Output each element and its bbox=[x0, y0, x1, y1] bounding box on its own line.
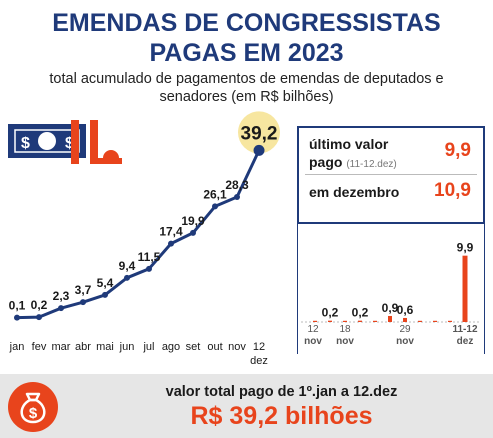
bar-tick-label: nov bbox=[336, 336, 354, 347]
banknote-icon: $ $ bbox=[8, 120, 122, 164]
bar-label: 0,2 bbox=[322, 306, 339, 320]
x-tick-label: out bbox=[207, 341, 222, 353]
page-title: EMENDAS DE CONGRESSISTAS bbox=[52, 9, 441, 37]
bar bbox=[403, 317, 407, 322]
data-point bbox=[36, 314, 42, 321]
congress-building-icon bbox=[71, 120, 79, 164]
bar-tick-label: nov bbox=[304, 336, 322, 347]
last-value-label-pago: pago bbox=[309, 154, 343, 170]
data-point bbox=[58, 305, 64, 312]
x-tick-label: abr bbox=[75, 341, 91, 353]
bar-tick-label: 11-12 bbox=[452, 324, 477, 335]
bar-label: 0,2 bbox=[352, 306, 369, 320]
data-point bbox=[14, 314, 20, 321]
bar bbox=[433, 320, 437, 322]
footer-caption: valor total pago de 1º.jan a 12.dez bbox=[165, 384, 398, 400]
x-tick-label: jun bbox=[119, 341, 135, 353]
last-value: 9,9 bbox=[444, 140, 471, 161]
data-point bbox=[190, 229, 196, 236]
data-point bbox=[253, 144, 265, 156]
data-label: 28,3 bbox=[225, 178, 249, 192]
data-label: 5,4 bbox=[97, 276, 114, 290]
data-label: 0,2 bbox=[31, 298, 48, 312]
page-subtitle-line2: senadores (em R$ bilhões) bbox=[159, 89, 334, 105]
data-label: 0,1 bbox=[9, 299, 26, 313]
footer-band: valor total pago de 1º.jan a 12.dez R$ 3… bbox=[0, 374, 493, 438]
divider bbox=[305, 174, 477, 175]
bar bbox=[328, 320, 332, 322]
bar-tick-label: 29 bbox=[399, 324, 411, 335]
data-label: 26,1 bbox=[203, 187, 227, 201]
bar bbox=[388, 315, 392, 322]
data-point bbox=[124, 274, 130, 281]
bar bbox=[358, 320, 362, 322]
latest-payment-box: último valor pago (11-12.dez) 9,9 em dez… bbox=[297, 126, 485, 224]
bar-tick-label: nov bbox=[396, 336, 414, 347]
bar-label: 0,6 bbox=[397, 303, 414, 317]
x-tick-label: fev bbox=[32, 341, 47, 353]
data-label: 11,5 bbox=[138, 250, 161, 264]
svg-text:$: $ bbox=[65, 135, 74, 152]
svg-text:$: $ bbox=[29, 405, 38, 422]
svg-text:$: $ bbox=[21, 135, 30, 152]
bar-label: 0,9 bbox=[382, 301, 399, 315]
x-tick-label: mai bbox=[96, 341, 114, 353]
data-label: 3,7 bbox=[75, 283, 92, 297]
x-tick-label: dez bbox=[250, 355, 268, 367]
data-label: 17,4 bbox=[159, 225, 183, 239]
series-line bbox=[15, 148, 261, 320]
x-tick-label: jul bbox=[142, 341, 154, 353]
data-point bbox=[102, 291, 108, 298]
footer-total: R$ 39,2 bilhões bbox=[190, 402, 373, 430]
bar-tick-label: dez bbox=[457, 336, 474, 347]
x-tick-label: ago bbox=[162, 341, 180, 353]
data-point bbox=[234, 194, 240, 201]
bar bbox=[448, 320, 452, 322]
data-label: 39,2 bbox=[241, 123, 278, 144]
data-label: 9,4 bbox=[119, 259, 136, 273]
page-title-line2: PAGAS EM 2023 bbox=[149, 39, 344, 67]
x-tick-label: jan bbox=[9, 341, 25, 353]
december-label: em dezembro bbox=[309, 184, 400, 200]
data-point bbox=[212, 203, 218, 210]
highlight-circle bbox=[238, 111, 280, 154]
x-tick-label: set bbox=[186, 341, 201, 353]
december-value: 10,9 bbox=[434, 180, 471, 201]
page-subtitle: total acumulado de pagamentos de emendas… bbox=[49, 71, 444, 87]
x-tick-label: mar bbox=[52, 341, 71, 353]
x-tick-label: nov bbox=[228, 341, 246, 353]
cumulative-line-chart: 0,1 0,2 2,3 3,7 5,4 9,411,5 17,419,9 26,128,3 39… bbox=[9, 111, 280, 367]
data-label: 2,3 bbox=[53, 289, 70, 303]
last-value-label-line2: pago (11-12.dez) bbox=[309, 154, 397, 170]
bar-tick-label: 18 bbox=[339, 324, 351, 335]
last-value-period: (11-12.dez) bbox=[346, 159, 397, 170]
data-label: 19,9 bbox=[181, 214, 205, 228]
x-tick-label: 12 bbox=[253, 341, 265, 353]
data-point bbox=[146, 265, 152, 272]
last-value-label: último valor bbox=[309, 136, 389, 152]
money-bag-icon: $ bbox=[8, 382, 58, 432]
bar bbox=[373, 320, 377, 322]
data-point bbox=[168, 240, 174, 247]
data-point bbox=[80, 299, 86, 306]
bar bbox=[343, 320, 347, 322]
bar-tick-label: 12 bbox=[307, 324, 319, 335]
bar bbox=[462, 255, 468, 322]
bar bbox=[418, 320, 422, 322]
bar bbox=[313, 320, 317, 322]
bar-label: 9,9 bbox=[457, 241, 474, 255]
